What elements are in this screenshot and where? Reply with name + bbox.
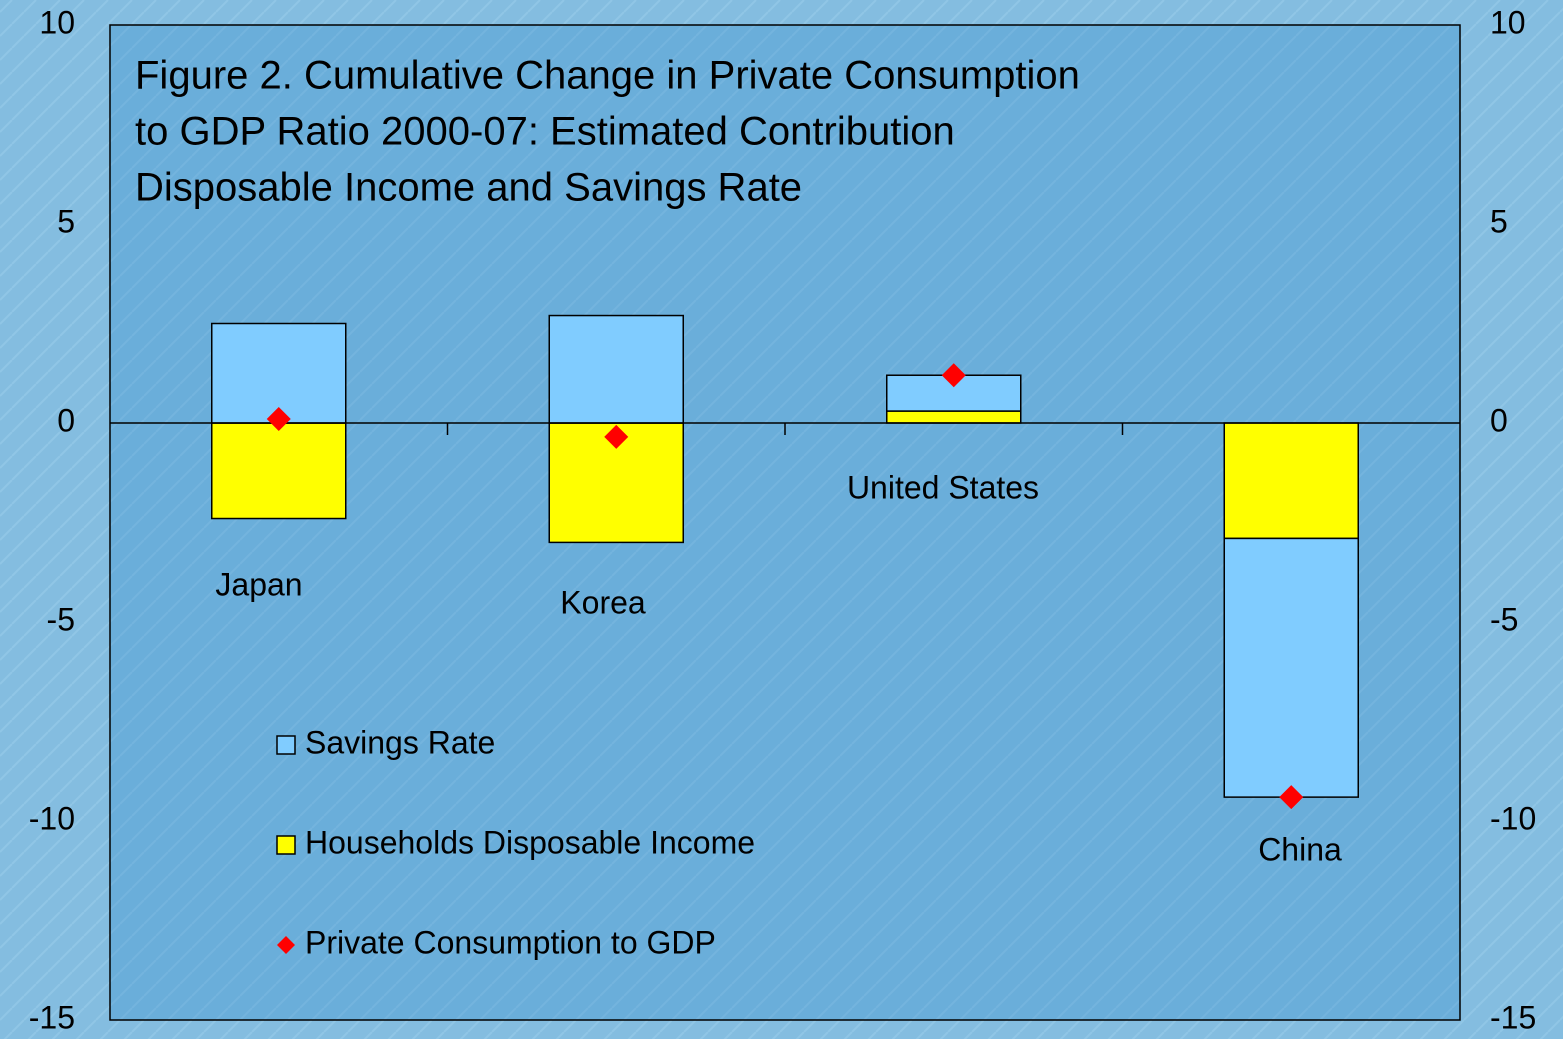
bar [1223, 537, 1359, 798]
chart-title: Disposable Income and Savings Rate [135, 166, 802, 210]
marker [1279, 785, 1304, 810]
bar [548, 314, 684, 424]
bar [886, 410, 1022, 424]
bar [211, 422, 347, 520]
legend-swatch [276, 735, 296, 755]
category-label: Japan [215, 566, 302, 602]
marker [604, 424, 629, 449]
y-tick-label: 5 [57, 203, 75, 239]
y-tick-label: -10 [29, 800, 75, 836]
legend-swatch [276, 835, 296, 855]
marker [266, 407, 291, 432]
marker [941, 363, 966, 388]
category-label: China [1258, 831, 1342, 867]
bar [211, 322, 347, 424]
y2-tick-label: 5 [1490, 203, 1508, 239]
legend-label: Private Consumption to GDP [305, 924, 716, 960]
legend-label: Savings Rate [305, 724, 495, 760]
chart-title: Figure 2. Cumulative Change in Private C… [135, 54, 1080, 98]
y2-tick-label: 10 [1490, 4, 1526, 40]
y-tick-label: 10 [39, 4, 75, 40]
y2-tick-label: -10 [1490, 800, 1536, 836]
y-tick-label: -15 [29, 999, 75, 1035]
category-label: United States [847, 469, 1039, 505]
chart-title: to GDP Ratio 2000-07: Estimated Contribu… [135, 110, 955, 154]
y2-tick-label: 0 [1490, 402, 1508, 438]
y-tick-label: -5 [47, 601, 75, 637]
bar [886, 374, 1022, 412]
legend-label: Households Disposable Income [305, 824, 755, 860]
y-tick-label: 0 [57, 402, 75, 438]
y2-tick-label: -15 [1490, 999, 1536, 1035]
y2-tick-label: -5 [1490, 601, 1518, 637]
category-label: Korea [560, 584, 646, 620]
bar [1223, 422, 1359, 540]
legend-marker [277, 936, 295, 954]
